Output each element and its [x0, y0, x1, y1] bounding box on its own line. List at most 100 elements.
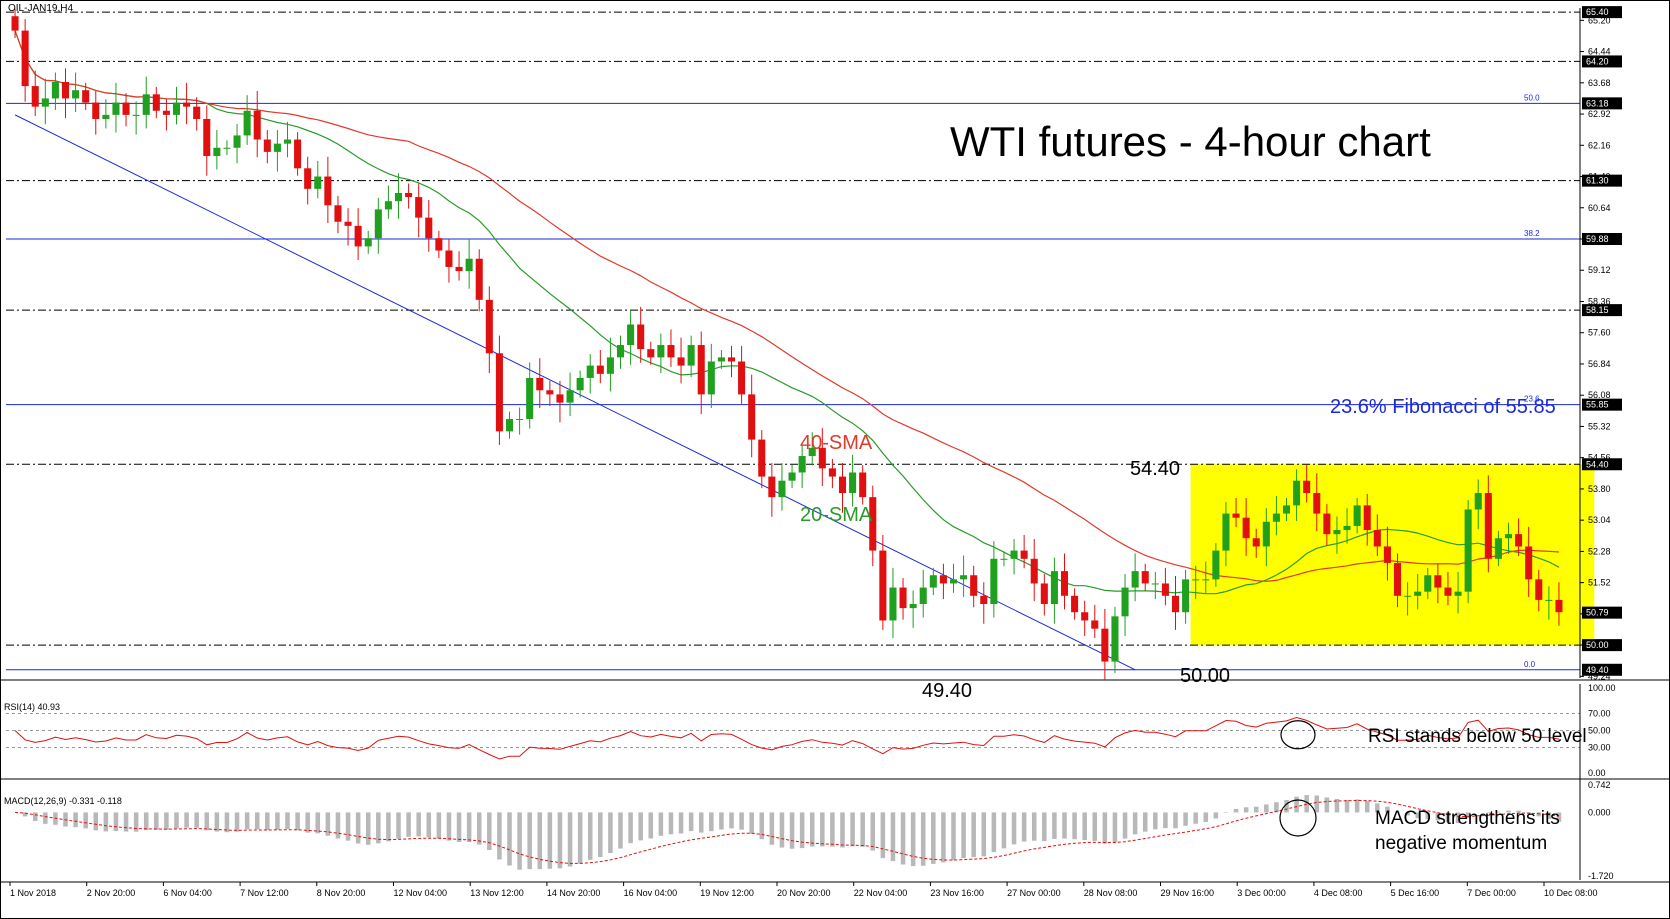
- time-tick-label: 22 Nov 04:00: [854, 888, 908, 898]
- candle-body: [1293, 480, 1301, 506]
- consolidation-box: [1190, 464, 1595, 646]
- candle-body: [1494, 538, 1502, 559]
- candle-body: [122, 102, 130, 115]
- candle-body: [41, 98, 49, 107]
- candle-body: [1555, 599, 1563, 613]
- price-tick-label: 60.64: [1588, 203, 1611, 213]
- candle-body: [72, 90, 80, 99]
- candle-body: [1040, 583, 1048, 605]
- candle-body: [788, 472, 796, 481]
- candle-body: [949, 579, 958, 584]
- time-tick-label: 7 Nov 12:00: [240, 888, 289, 898]
- rsi-header: RSI(14) 40.93: [4, 702, 61, 712]
- candle-body: [1111, 616, 1119, 662]
- price-tick-label: 58.36: [1588, 296, 1611, 306]
- candle-body: [485, 299, 493, 354]
- candle-body: [980, 595, 988, 605]
- candle-body: [253, 110, 261, 140]
- candle-body: [1474, 493, 1482, 510]
- candle-body: [1050, 571, 1058, 605]
- candle-body: [435, 238, 443, 251]
- price-tick-label: 56.08: [1588, 390, 1611, 400]
- price-tick-label: 63.68: [1588, 78, 1611, 88]
- fib-level-tag: 38.2: [1524, 229, 1540, 238]
- candle-body: [1323, 513, 1331, 535]
- candle-body: [1020, 550, 1028, 559]
- candle-body: [294, 139, 302, 169]
- candle-body: [455, 266, 463, 272]
- candle-body: [1141, 571, 1149, 584]
- candle-body: [1131, 571, 1139, 588]
- candle-body: [1353, 505, 1361, 526]
- candle-body: [1373, 530, 1381, 547]
- price-tick-label: 59.12: [1588, 265, 1611, 275]
- price-tag-label: 58.15: [1586, 305, 1609, 315]
- candle-body: [1091, 620, 1099, 629]
- sma20-label: 20-SMA: [800, 504, 873, 526]
- candle-body: [1030, 558, 1038, 584]
- macd-tick-label: -1.720: [1588, 871, 1614, 881]
- candle-body: [536, 377, 544, 391]
- candle-body: [1303, 480, 1311, 494]
- price-tag: [1582, 639, 1622, 652]
- candle-body: [304, 168, 312, 189]
- candle-body: [526, 377, 534, 420]
- candle-body: [354, 225, 362, 247]
- candle-body: [748, 394, 756, 440]
- time-axis: 1 Nov 2018 2 Nov 20:00 6 Nov 04:00 7 Nov 12…: [9, 882, 1598, 898]
- price-tag: [1582, 6, 1622, 19]
- candle-body: [697, 345, 705, 395]
- macd-header: MACD(12,26,9) -0.331 -0.118: [4, 796, 122, 806]
- candle-body: [717, 357, 725, 362]
- candle-body: [990, 558, 998, 605]
- candle-body: [596, 365, 604, 374]
- time-tick-label: 3 Dec 00:00: [1237, 888, 1286, 898]
- candle-body: [223, 147, 231, 149]
- candle-body: [929, 575, 937, 588]
- price-tag-label: 61.30: [1586, 176, 1609, 186]
- candle-body: [324, 176, 332, 206]
- candle-body: [1060, 571, 1069, 596]
- fib-annotation: 23.6% Fibonacci of 55.85: [1330, 396, 1556, 418]
- candle-body: [1515, 534, 1523, 547]
- price-tag: [1582, 55, 1622, 68]
- price-tick-label: 62.16: [1588, 140, 1611, 150]
- time-tick-label: 8 Nov 20:00: [317, 888, 366, 898]
- time-tick-label: 5 Dec 16:00: [1391, 888, 1440, 898]
- price-axis: 65.2064.4463.6862.9262.1661.4060.6459.88…: [1579, 6, 1622, 681]
- candle-body: [960, 575, 968, 580]
- price-tick-label: 53.04: [1588, 515, 1611, 525]
- price-tick-label: 51.52: [1588, 578, 1611, 588]
- time-tick-label: 14 Nov 20:00: [547, 888, 601, 898]
- candle-body: [1171, 595, 1180, 613]
- candle-body: [273, 143, 281, 152]
- price-tag-label: 64.20: [1586, 56, 1609, 66]
- time-tick-label: 1 Nov 2018: [10, 888, 56, 898]
- candle-body: [425, 217, 433, 239]
- candle-body: [516, 419, 524, 421]
- candle-body: [566, 390, 574, 403]
- sma-layer: [14, 30, 1560, 595]
- candle-body: [82, 90, 90, 103]
- candle-body: [778, 480, 786, 498]
- candle-body: [1081, 612, 1089, 621]
- candle-body: [899, 587, 907, 609]
- candle-body: [667, 345, 675, 358]
- candle-body: [344, 221, 352, 226]
- candle-body: [1121, 587, 1129, 617]
- price-tag-label: 63.18: [1586, 98, 1609, 108]
- candle-body: [1151, 583, 1159, 585]
- time-tick-label: 28 Nov 08:00: [1084, 888, 1138, 898]
- candle-body: [1071, 595, 1079, 613]
- time-tick-label: 6 Nov 04:00: [163, 888, 212, 898]
- candle-body: [1192, 579, 1200, 581]
- candle-body: [1343, 525, 1351, 531]
- price-tick-label: 55.32: [1588, 421, 1611, 431]
- price-tag-label: 65.40: [1586, 7, 1609, 17]
- price-tag-label: 49.40: [1586, 665, 1609, 675]
- candle-body: [374, 209, 382, 239]
- candle-body: [233, 135, 241, 148]
- candle-body: [505, 419, 514, 432]
- candle-body: [677, 357, 685, 366]
- candle-body: [1182, 579, 1190, 613]
